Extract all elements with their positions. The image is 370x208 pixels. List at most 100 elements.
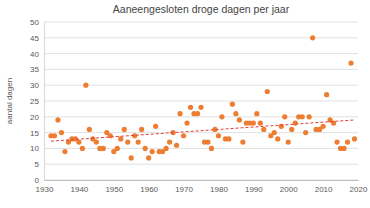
point xyxy=(181,133,186,138)
point xyxy=(321,124,326,129)
point xyxy=(341,146,346,151)
grid xyxy=(44,22,358,180)
x-tick: 1980 xyxy=(210,180,228,194)
y-tick-label: 30 xyxy=(30,81,39,90)
point xyxy=(289,127,294,132)
point xyxy=(80,146,85,151)
point xyxy=(164,146,169,151)
point xyxy=(300,114,305,119)
point xyxy=(275,136,280,141)
point xyxy=(150,149,155,154)
point xyxy=(265,89,270,94)
point xyxy=(307,114,312,119)
point xyxy=(174,143,179,148)
y-tick-label: 35 xyxy=(30,65,39,74)
point xyxy=(216,133,221,138)
point xyxy=(230,102,235,107)
y-tick: 15 xyxy=(30,129,44,138)
point xyxy=(52,133,57,138)
x-tick-label: 2000 xyxy=(280,185,298,194)
point xyxy=(240,139,245,144)
x-tick: 2020 xyxy=(350,180,368,194)
point xyxy=(115,146,120,151)
point xyxy=(198,105,203,110)
x-tick-label: 1950 xyxy=(105,185,123,194)
point xyxy=(94,139,99,144)
point xyxy=(219,114,224,119)
point xyxy=(334,139,339,144)
point xyxy=(118,136,123,141)
point xyxy=(251,121,256,126)
x-tick-label: 1980 xyxy=(210,185,228,194)
y-tick: 30 xyxy=(30,81,44,90)
x-tick: 1940 xyxy=(70,180,88,194)
y-tick-label: 25 xyxy=(30,97,39,106)
y-tick: 50 xyxy=(30,18,44,27)
trend-line xyxy=(51,120,355,141)
y-tick-label: 50 xyxy=(30,18,39,27)
y-tick-label: 20 xyxy=(30,113,39,122)
grid-line xyxy=(44,132,358,133)
point xyxy=(286,139,291,144)
point xyxy=(129,155,134,160)
y-tick-label: 15 xyxy=(30,129,39,138)
x-tick: 1970 xyxy=(175,180,193,194)
grid-line xyxy=(44,69,358,70)
grid-line xyxy=(44,180,358,181)
point xyxy=(348,60,353,65)
x-tick-label: 1960 xyxy=(140,185,158,194)
x-tick: 2000 xyxy=(280,180,298,194)
y-axis: 05101520253035404550 xyxy=(30,18,44,185)
y-tick: 5 xyxy=(35,160,44,169)
x-tick-label: 1970 xyxy=(175,185,193,194)
y-axis-title: aantal dagen xyxy=(5,78,14,124)
x-tick-label: 1930 xyxy=(36,185,54,194)
y-tick-label: 45 xyxy=(30,34,39,43)
point xyxy=(62,149,67,154)
y-tick: 45 xyxy=(30,34,44,43)
point xyxy=(226,136,231,141)
point xyxy=(261,127,266,132)
point xyxy=(177,111,182,116)
x-axis-line xyxy=(45,180,359,181)
point xyxy=(59,130,64,135)
point xyxy=(258,121,263,126)
point xyxy=(293,121,298,126)
x-tick-label: 1990 xyxy=(245,185,263,194)
point xyxy=(153,124,158,129)
y-tick: 20 xyxy=(30,113,44,122)
chart: Aaneengesloten droge dagen per jaar aanta… xyxy=(0,0,370,208)
point xyxy=(143,146,148,151)
point xyxy=(76,139,81,144)
grid-line xyxy=(44,22,358,23)
point xyxy=(101,146,106,151)
y-tick-label: 40 xyxy=(30,50,39,59)
point xyxy=(209,146,214,151)
point xyxy=(136,139,141,144)
x-tick-label: 2020 xyxy=(350,185,368,194)
grid-line xyxy=(44,53,358,54)
title: Aaneengesloten droge dagen per jaar xyxy=(113,3,290,15)
point xyxy=(188,105,193,110)
point xyxy=(122,127,127,132)
y-tick: 35 xyxy=(30,65,44,74)
point xyxy=(303,130,308,135)
x-tick-label: 1940 xyxy=(70,185,88,194)
point xyxy=(87,127,92,132)
point xyxy=(352,136,357,141)
y-tick: 25 xyxy=(30,97,44,106)
point xyxy=(310,35,315,40)
y-axis-line xyxy=(44,23,45,181)
point xyxy=(146,155,151,160)
point xyxy=(233,111,238,116)
point xyxy=(125,139,130,144)
points xyxy=(48,35,357,160)
point xyxy=(195,111,200,116)
point xyxy=(345,139,350,144)
y-tick-label: 10 xyxy=(30,144,39,153)
point xyxy=(237,117,242,122)
grid-line xyxy=(44,148,358,149)
grid-line xyxy=(44,101,358,102)
x-axis: 1930194019501960197019801990200020102020 xyxy=(36,180,368,194)
grid-line xyxy=(44,164,358,165)
